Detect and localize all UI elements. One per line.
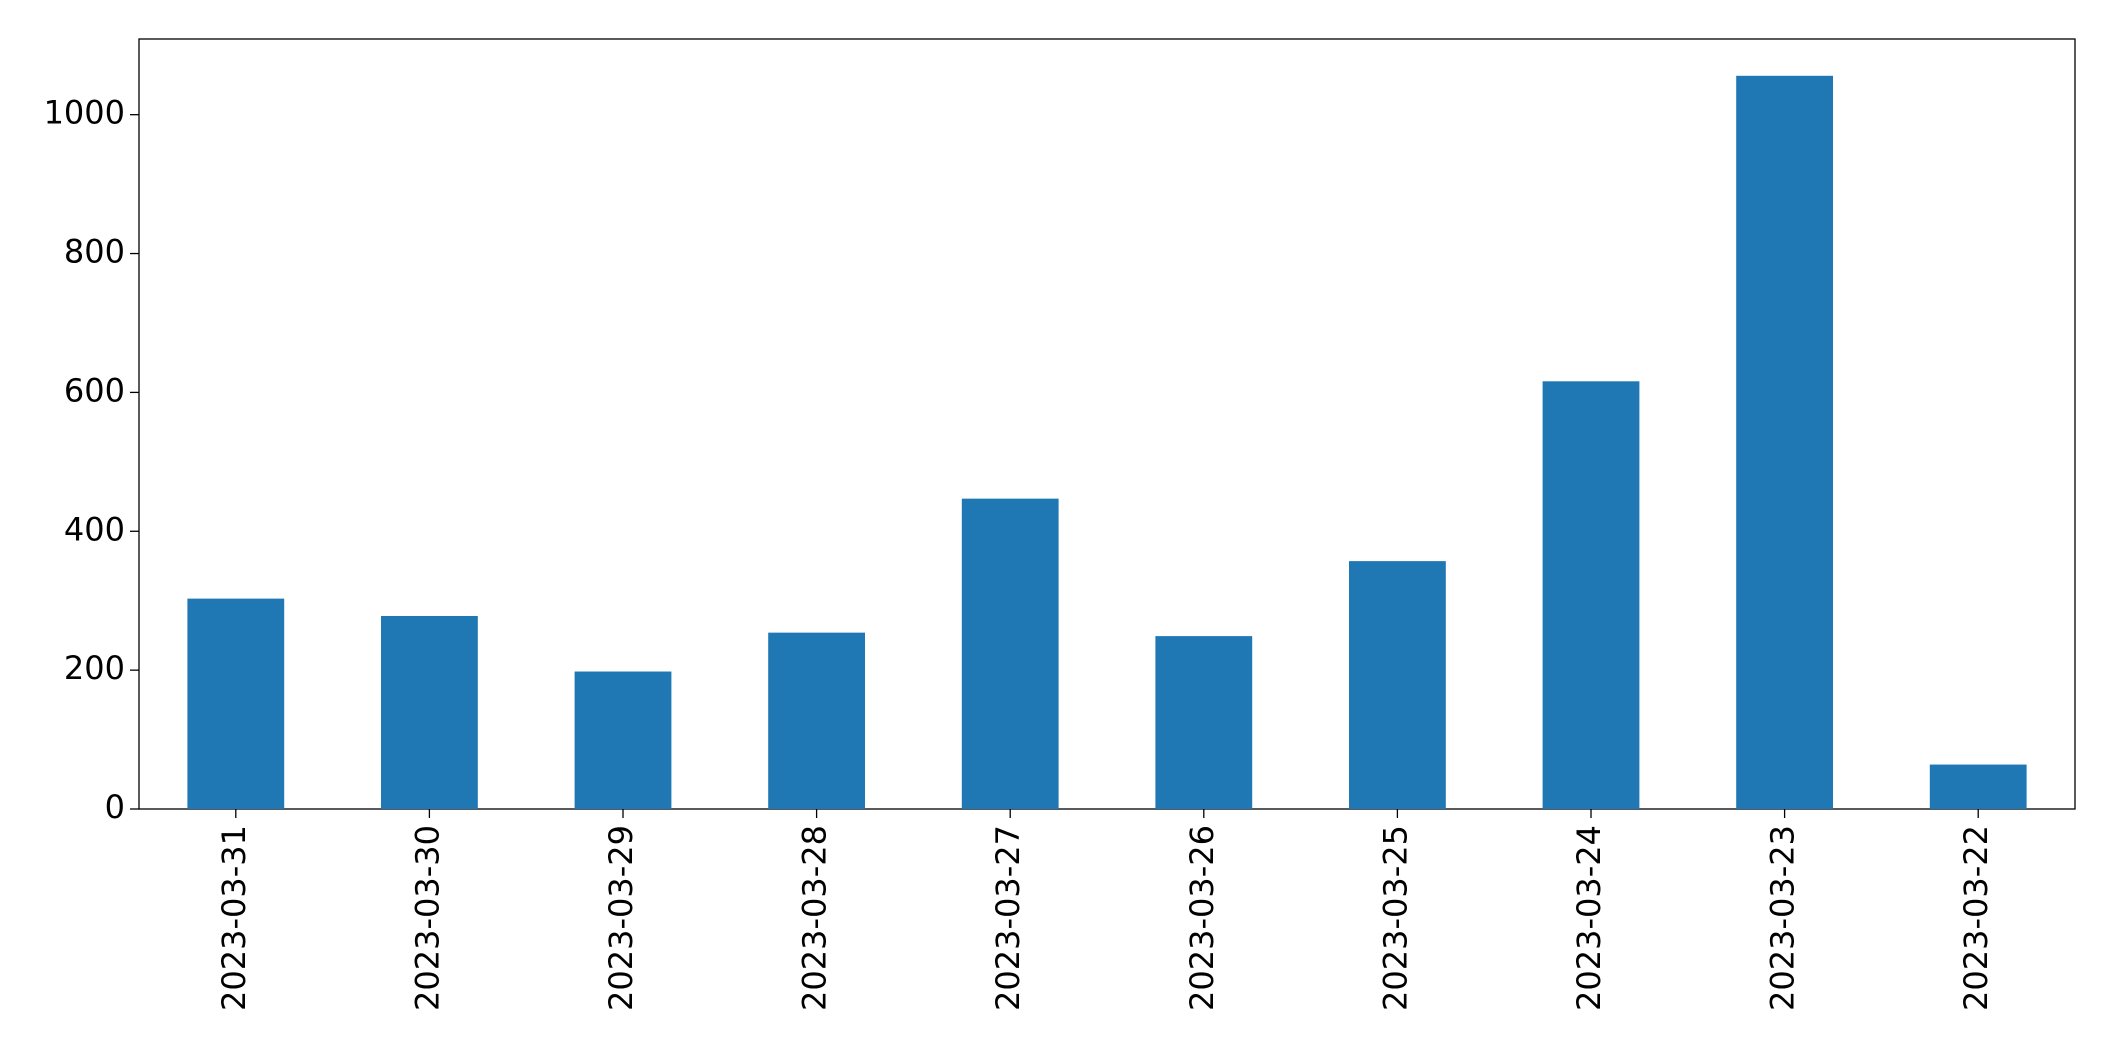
x-tick-label: 2023-03-31 — [215, 825, 253, 1011]
x-tick-label: 2023-03-24 — [1570, 825, 1608, 1011]
bar — [1736, 75, 1833, 809]
bar — [1929, 764, 2027, 809]
x-tick-label: 2023-03-29 — [602, 825, 640, 1011]
bar — [961, 498, 1059, 809]
axes-frame — [138, 38, 2076, 810]
bar — [381, 615, 478, 809]
y-tick-label: 0 — [105, 788, 125, 826]
bar — [1155, 636, 1253, 809]
bar — [1542, 381, 1640, 809]
x-tick-label: 2023-03-22 — [1957, 825, 1995, 1011]
x-tick-label: 2023-03-25 — [1376, 825, 1414, 1011]
bar — [1349, 561, 1446, 809]
x-tick-label: 2023-03-30 — [408, 825, 446, 1011]
y-tick-label: 400 — [64, 510, 125, 548]
bar — [574, 671, 672, 809]
x-tick-label: 2023-03-28 — [796, 825, 834, 1011]
x-tick-label: 2023-03-26 — [1183, 825, 1221, 1011]
y-tick-label: 600 — [64, 371, 125, 409]
bar — [187, 598, 285, 809]
y-tick-label: 200 — [64, 649, 125, 687]
x-tick-label: 2023-03-27 — [989, 825, 1027, 1011]
bar — [768, 632, 865, 809]
y-tick-label: 800 — [64, 233, 125, 271]
x-tick-label: 2023-03-23 — [1764, 825, 1802, 1011]
y-tick-label: 1000 — [44, 94, 125, 132]
